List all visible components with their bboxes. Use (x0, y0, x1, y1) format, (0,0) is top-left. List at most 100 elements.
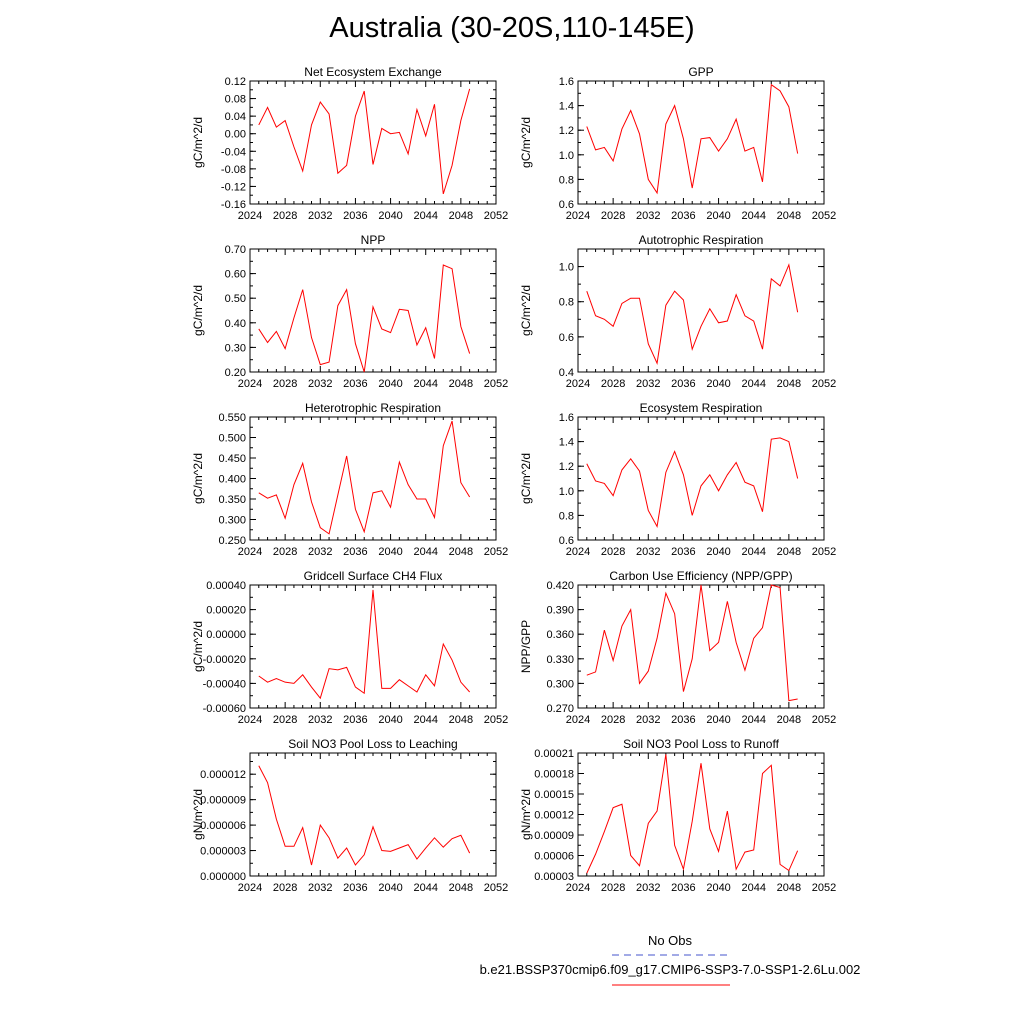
x-tick-label: 2040 (378, 882, 402, 894)
chart-panel-5: Heterotrophic Respiration gC/m^2/d 2024 202… (191, 401, 508, 558)
chart-title: Soil NO3 Pool Loss to Leaching (288, 737, 457, 751)
y-tick-label: 0.00003 (534, 871, 574, 883)
series-line (586, 754, 799, 874)
y-tick-label: 0.00020 (206, 605, 246, 617)
y-tick-label: 0.450 (218, 453, 246, 465)
y-tick-label: 0.550 (218, 412, 246, 424)
x-tick-label: 2032 (636, 378, 660, 390)
x-tick-label: 2052 (812, 714, 836, 726)
x-tick-label: 2024 (566, 378, 590, 390)
x-tick-label: 2036 (343, 882, 367, 894)
x-tick-label: 2052 (812, 546, 836, 558)
chart-panel-6: Ecosystem Respiration gC/m^2/d 2024 2028 203… (519, 401, 836, 558)
y-tick-label: 0.30 (225, 342, 246, 354)
series-line (258, 264, 471, 373)
y-tick-label: 0.000009 (200, 795, 246, 807)
x-tick-label: 2036 (671, 882, 695, 894)
x-tick-label: 2036 (671, 378, 695, 390)
x-tick-label: 2024 (238, 210, 262, 222)
y-axis-label: gC/m^2/d (191, 285, 205, 336)
x-tick-label: 2036 (343, 210, 367, 222)
x-tick-label: 2044 (741, 714, 765, 726)
x-tick-label: 2040 (706, 210, 730, 222)
series-line (586, 83, 799, 195)
x-tick-label: 2024 (566, 546, 590, 558)
y-axis-label: gC/m^2/d (519, 453, 533, 504)
y-tick-label: -0.00020 (203, 654, 246, 666)
y-axis-label: gC/m^2/d (191, 621, 205, 672)
y-tick-label: 0.70 (225, 244, 246, 256)
y-tick-label: 0.00018 (534, 769, 574, 781)
x-tick-label: 2032 (308, 714, 332, 726)
chart-title: Ecosystem Respiration (640, 401, 763, 415)
x-tick-label: 2040 (378, 714, 402, 726)
x-tick-label: 2028 (601, 714, 625, 726)
y-tick-label: 0.60 (225, 269, 246, 281)
x-tick-label: 2028 (601, 210, 625, 222)
x-tick-label: 2052 (484, 378, 508, 390)
x-tick-label: 2024 (238, 546, 262, 558)
series-line (258, 589, 471, 700)
y-tick-label: 0.12 (225, 76, 246, 88)
plot-frame (249, 584, 497, 709)
series-line (586, 263, 799, 365)
y-tick-label: 1.2 (559, 125, 574, 137)
y-tick-label: 0.350 (218, 494, 246, 506)
x-tick-label: 2036 (671, 714, 695, 726)
x-tick-label: 2052 (812, 210, 836, 222)
y-axis-label: NPP/GPP (519, 620, 533, 673)
y-tick-label: 1.6 (559, 76, 574, 88)
x-tick-label: 2048 (449, 546, 473, 558)
x-tick-label: 2044 (413, 546, 437, 558)
chart-panel-3: NPP gC/m^2/d 2024 2028 2032 2036 2040 2044 2048 2… (191, 233, 508, 390)
x-tick-label: 2044 (741, 210, 765, 222)
y-tick-label: 0.8 (559, 297, 574, 309)
series-line (258, 420, 471, 535)
y-tick-label: 0.330 (546, 654, 574, 666)
y-tick-label: 0.250 (218, 535, 246, 547)
y-tick-label: 0.420 (546, 580, 574, 592)
x-tick-label: 2024 (238, 882, 262, 894)
x-tick-label: 2032 (308, 210, 332, 222)
x-tick-label: 2036 (671, 546, 695, 558)
x-tick-label: 2052 (484, 714, 508, 726)
y-tick-label: -0.00060 (203, 703, 246, 715)
y-tick-label: 0.08 (225, 94, 246, 106)
plot-frame (577, 416, 825, 541)
y-tick-label: 0.00000 (206, 629, 246, 641)
page-title: Australia (30-20S,110-145E) (329, 12, 695, 44)
series-line (586, 437, 799, 528)
x-tick-label: 2048 (449, 882, 473, 894)
y-tick-label: 0.00009 (534, 830, 574, 842)
y-tick-label: 0.50 (225, 293, 246, 305)
y-tick-label: 0.270 (546, 703, 574, 715)
x-tick-label: 2028 (273, 882, 297, 894)
series-line (586, 584, 798, 702)
y-tick-label: 0.360 (546, 629, 574, 641)
y-tick-label: -0.08 (221, 164, 246, 176)
y-tick-label: 0.6 (559, 199, 574, 211)
y-tick-label: -0.00040 (203, 678, 246, 690)
x-tick-label: 2024 (566, 714, 590, 726)
x-tick-label: 2028 (273, 714, 297, 726)
y-tick-label: 0.000000 (200, 871, 246, 883)
y-axis-label: gN/m^2/d (191, 789, 205, 840)
y-tick-label: 0.8 (559, 510, 574, 522)
x-tick-label: 2052 (484, 210, 508, 222)
x-tick-label: 2028 (601, 882, 625, 894)
x-tick-label: 2052 (484, 882, 508, 894)
x-tick-label: 2032 (636, 546, 660, 558)
x-tick-label: 2032 (308, 882, 332, 894)
chart-title: Net Ecosystem Exchange (304, 65, 442, 79)
series-line (258, 765, 471, 866)
x-tick-label: 2040 (378, 546, 402, 558)
chart-panel-8: Carbon Use Efficiency (NPP/GPP) NPP/GPP 20… (519, 569, 836, 726)
y-axis-label: gC/m^2/d (191, 117, 205, 168)
y-tick-label: 0.390 (546, 605, 574, 617)
plot-frame (249, 416, 497, 541)
plot-frame (577, 752, 825, 877)
y-tick-label: 1.0 (559, 150, 574, 162)
y-tick-label: 0.400 (218, 474, 246, 486)
y-tick-label: -0.12 (221, 181, 246, 193)
